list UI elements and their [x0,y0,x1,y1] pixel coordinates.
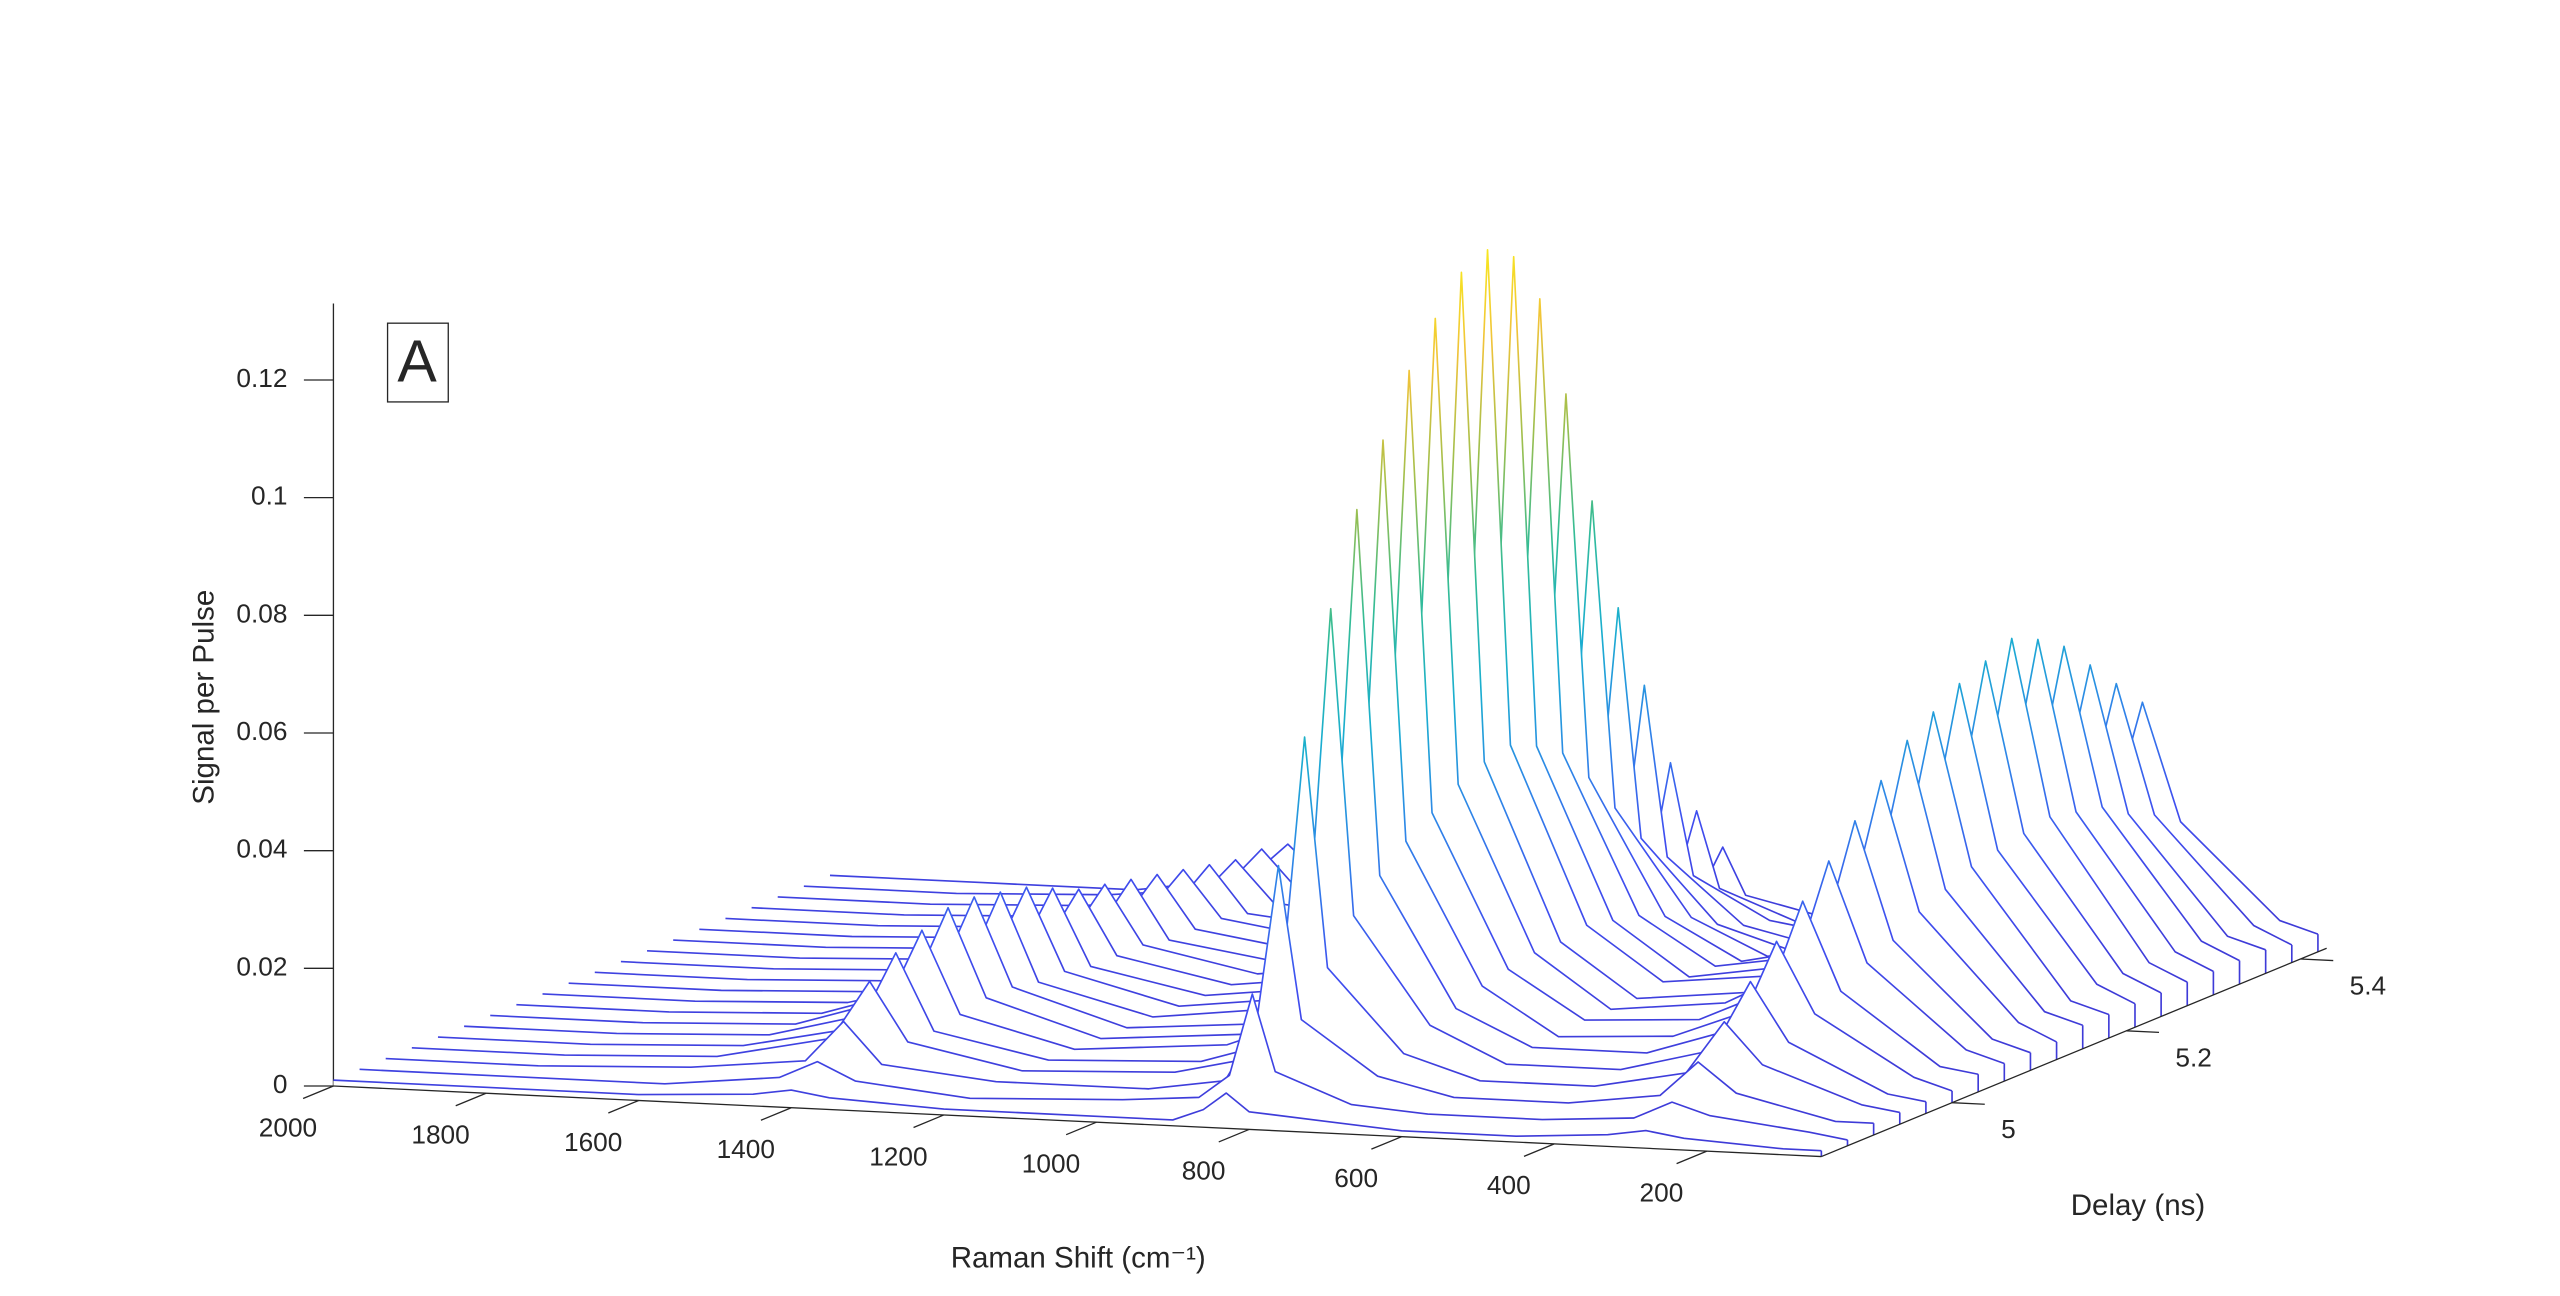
z-tick-label: 0.12 [236,363,287,393]
x-tick [1676,1150,1708,1165]
x-tick [1065,1121,1097,1136]
y-tick [2126,1030,2160,1034]
x-tick-label: 2000 [259,1112,317,1142]
y-tick-label: 5.4 [2350,971,2386,1001]
x-tick [1218,1128,1250,1143]
z-tick-label: 0.1 [251,481,287,511]
occluder [411,737,1900,1125]
spectrum-line [333,1079,1822,1152]
y-tick [1952,1102,1985,1105]
y-axis-label: Delay (ns) [2071,1189,2206,1222]
x-tick-label: 1400 [717,1134,775,1164]
x-tick [608,1099,639,1114]
x-tick [302,1085,334,1100]
occluder [333,1080,1822,1157]
z-tick-label: 0 [273,1069,288,1099]
x-tick [1371,1136,1402,1150]
panel-label-box [386,322,449,403]
spectrum-line [359,993,1848,1141]
x-tick [760,1107,792,1121]
y-tick [2300,958,2334,962]
x-tick-label: 1800 [411,1120,469,1150]
x-tick-label: 800 [1182,1156,1226,1186]
z-axis-label: Signal per Pulse [187,590,220,805]
z-tick-label: 0.02 [236,951,287,981]
x-tick-label: 400 [1487,1170,1531,1200]
x-axis-label: Raman Shift (cm⁻¹) [951,1242,1206,1275]
x-tick-label: 600 [1334,1163,1378,1193]
y-tick-label: 5.2 [2175,1042,2211,1072]
z-tick-label: 0.06 [236,716,287,746]
plot-area: 0 0.02 0.04 0.06 0.08 0.1 0.12 2000 1800 1600 1400… [236,249,2386,1207]
z-tick-label: 0.04 [236,834,287,864]
panel-label: A [397,328,437,394]
x-tick-label: 200 [1640,1177,1684,1207]
occluder [437,608,1926,1114]
x-axis [333,1085,1822,1158]
occluder [464,509,1953,1103]
x-tick [455,1092,487,1107]
x-tick-label: 1000 [1022,1148,1080,1178]
x-tick-label: 1600 [564,1127,622,1157]
occluder [359,994,1848,1146]
x-tick [913,1114,945,1129]
x-tick [1523,1143,1555,1158]
x-tick-label: 1200 [869,1141,927,1171]
spectrum-line [385,864,1874,1125]
z-tick-label: 0.08 [236,598,287,628]
y-axis [1821,947,2327,1158]
y-tick-label: 5 [2001,1114,2016,1144]
occluder [385,865,1874,1136]
